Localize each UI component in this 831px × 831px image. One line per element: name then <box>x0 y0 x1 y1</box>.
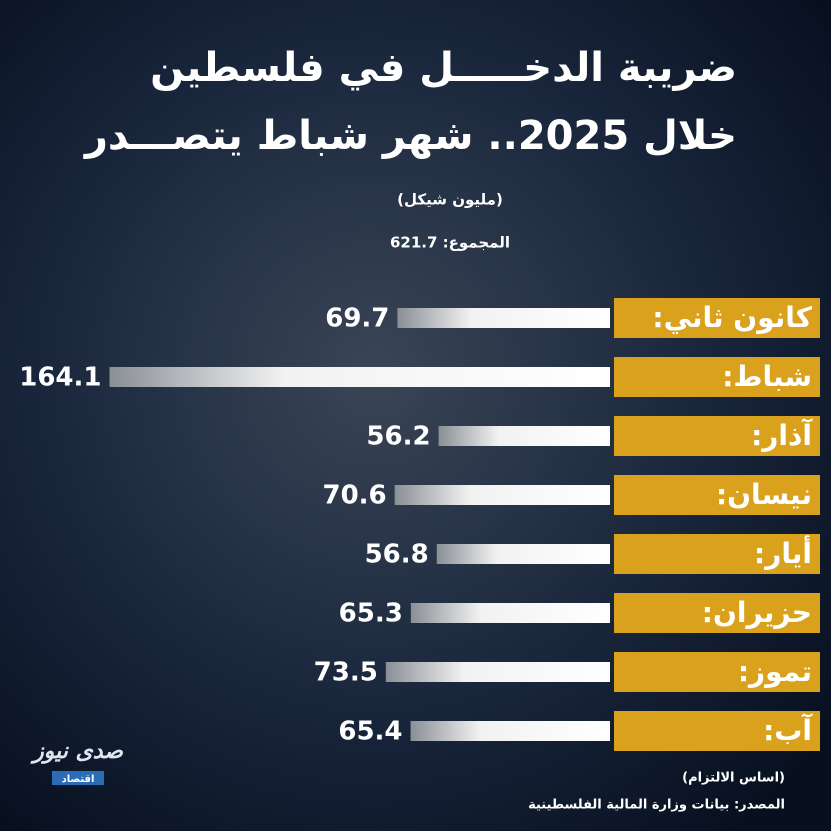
note: (اساس الالتزام) <box>682 771 785 786</box>
category-box <box>614 652 820 692</box>
category-label: كانون ثاني: <box>652 301 812 334</box>
brand-sub: اقتصاد <box>62 774 95 785</box>
bar <box>385 662 610 682</box>
category-box <box>614 357 820 397</box>
value-label: 56.2 <box>366 422 430 452</box>
category-box <box>614 298 820 338</box>
value-label: 73.5 <box>314 658 378 688</box>
annotation: المجموع: 621.7 <box>390 234 510 252</box>
category-label: أيار: <box>754 535 812 570</box>
value-label: 69.7 <box>325 304 389 334</box>
bar <box>109 367 611 387</box>
bar <box>438 426 610 446</box>
category-label: تموز: <box>738 655 812 688</box>
value-label: 65.4 <box>338 717 402 747</box>
value-label: 65.3 <box>339 599 403 629</box>
source: المصدر: بيانات وزارة المالية الفلسطينية <box>528 798 785 813</box>
bar <box>436 544 610 564</box>
category-label: شباط: <box>722 360 812 393</box>
category-label: آذار: <box>751 418 813 452</box>
brand-box <box>52 771 104 785</box>
category-label: نيسان: <box>716 478 812 511</box>
category-box <box>614 593 820 633</box>
chart-title: ضريبة الدخـــــل في فلسطين <box>150 45 737 91</box>
category-label: آب: <box>763 713 813 747</box>
bar <box>394 485 610 505</box>
category-label: حزيران: <box>702 596 812 629</box>
category-box <box>614 711 820 751</box>
bar <box>410 603 610 623</box>
category-box <box>614 475 820 515</box>
bar <box>397 308 610 328</box>
chart-title: خلال 2025.. شهر شباط يتصـــدر <box>83 113 737 159</box>
category-box <box>614 534 820 574</box>
value-label: 164.1 <box>19 363 101 393</box>
brand: صدى نيوز <box>30 739 124 764</box>
value-label: 56.8 <box>365 540 429 570</box>
chart-subtitle: (مليون شيكل) <box>397 191 503 209</box>
value-label: 70.6 <box>323 481 387 511</box>
category-box <box>614 416 820 456</box>
bar <box>410 721 610 741</box>
